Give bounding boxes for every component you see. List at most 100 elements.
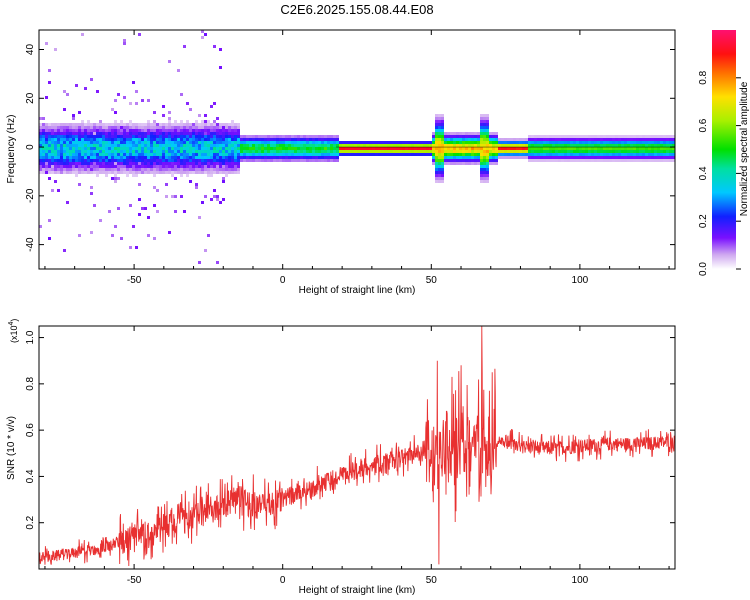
heatmap-cell [102, 123, 105, 126]
heatmap-cell [303, 156, 306, 159]
heatmap-cell [486, 180, 489, 183]
heatmap-cell [105, 162, 108, 165]
heatmap-cell [255, 135, 258, 138]
heatmap-cell [228, 135, 231, 138]
heatmap-cell [153, 165, 156, 168]
heatmap-cell [189, 162, 192, 165]
heatmap-cell [453, 132, 456, 135]
heatmap-cell [213, 123, 216, 126]
heatmap-cell [432, 162, 435, 165]
heatmap-cell [321, 138, 324, 141]
heatmap-cell [114, 123, 117, 126]
heatmap-cell [45, 156, 48, 159]
heatmap-cell [279, 138, 282, 141]
heatmap-cell [120, 126, 123, 129]
heatmap-cell [144, 132, 147, 135]
heatmap-cell [84, 138, 87, 141]
heatmap-cell [627, 156, 630, 159]
heatmap-cell [573, 135, 576, 138]
heatmap-cell [48, 171, 51, 174]
heatmap-cell [468, 135, 471, 138]
heatmap-cell [669, 138, 672, 141]
heatmap-cell [153, 126, 156, 129]
heatmap-cell [483, 120, 486, 123]
heatmap-cell [435, 177, 438, 180]
heatmap-cell [432, 156, 435, 159]
heatmap-cell [114, 180, 117, 183]
heatmap-cell [210, 138, 213, 141]
heatmap-cell [87, 138, 90, 141]
heatmap-cell [210, 174, 213, 177]
heatmap-cell [153, 123, 156, 126]
heatmap-cell [123, 147, 126, 150]
heatmap-cell [228, 123, 231, 126]
heatmap-cell [213, 102, 216, 105]
heatmap-cell [669, 153, 672, 156]
heatmap-cell [189, 147, 192, 150]
heatmap-cell [486, 177, 489, 180]
heatmap-cell [477, 147, 480, 150]
heatmap-cell [198, 144, 201, 147]
heatmap-cell [591, 144, 594, 147]
heatmap-cell [237, 141, 240, 144]
snr-y-label: SNR (10 * v/v) [6, 416, 17, 480]
heatmap-cell [666, 156, 669, 159]
heatmap-cell [414, 144, 417, 147]
heatmap-cell [579, 135, 582, 138]
heatmap-cell [99, 162, 102, 165]
heatmap-cell [75, 162, 78, 165]
heatmap-cell [468, 141, 471, 144]
heatmap-cell [402, 153, 405, 156]
heatmap-cell [72, 162, 75, 165]
heatmap-cell [435, 174, 438, 177]
heatmap-cell [252, 144, 255, 147]
heatmap-cell [363, 153, 366, 156]
heatmap-cell [321, 153, 324, 156]
heatmap-cell [135, 126, 138, 129]
heatmap-cell [117, 177, 120, 180]
heatmap-cell [84, 162, 87, 165]
heatmap-cell [501, 153, 504, 156]
heatmap-cell [471, 159, 474, 162]
heatmap-cell [474, 150, 477, 153]
heatmap-cell [219, 159, 222, 162]
heatmap-cell [150, 159, 153, 162]
heatmap-cell [309, 153, 312, 156]
heatmap-cell [333, 135, 336, 138]
heatmap-cell [222, 123, 225, 126]
spectrogram-y-tick-label: 0 [25, 144, 36, 150]
heatmap-cell [183, 153, 186, 156]
heatmap-cell [150, 150, 153, 153]
heatmap-cell [258, 159, 261, 162]
heatmap-cell [540, 144, 543, 147]
heatmap-cell [120, 135, 123, 138]
heatmap-cell [297, 135, 300, 138]
heatmap-cell [588, 147, 591, 150]
heatmap-cell [183, 45, 186, 48]
heatmap-cell [165, 168, 168, 171]
heatmap-cell [351, 141, 354, 144]
heatmap-cell [111, 150, 114, 153]
heatmap-cell [219, 201, 222, 204]
snr-x-tick-label: 0 [280, 575, 286, 586]
heatmap-cell [195, 162, 198, 165]
heatmap-cell [108, 138, 111, 141]
heatmap-cell [453, 147, 456, 150]
heatmap-cell [555, 147, 558, 150]
heatmap-cell [219, 141, 222, 144]
heatmap-cell [606, 150, 609, 153]
heatmap-cell [51, 147, 54, 150]
heatmap-cell [75, 123, 78, 126]
heatmap-cell [210, 153, 213, 156]
heatmap-cell [138, 138, 141, 141]
heatmap-cell [132, 141, 135, 144]
heatmap-cell [282, 147, 285, 150]
heatmap-cell [318, 150, 321, 153]
heatmap-cell [198, 135, 201, 138]
heatmap-cell [618, 156, 621, 159]
heatmap-cell [222, 135, 225, 138]
heatmap-cell [405, 153, 408, 156]
heatmap-cell [99, 132, 102, 135]
heatmap-cell [603, 138, 606, 141]
heatmap-cell [261, 150, 264, 153]
